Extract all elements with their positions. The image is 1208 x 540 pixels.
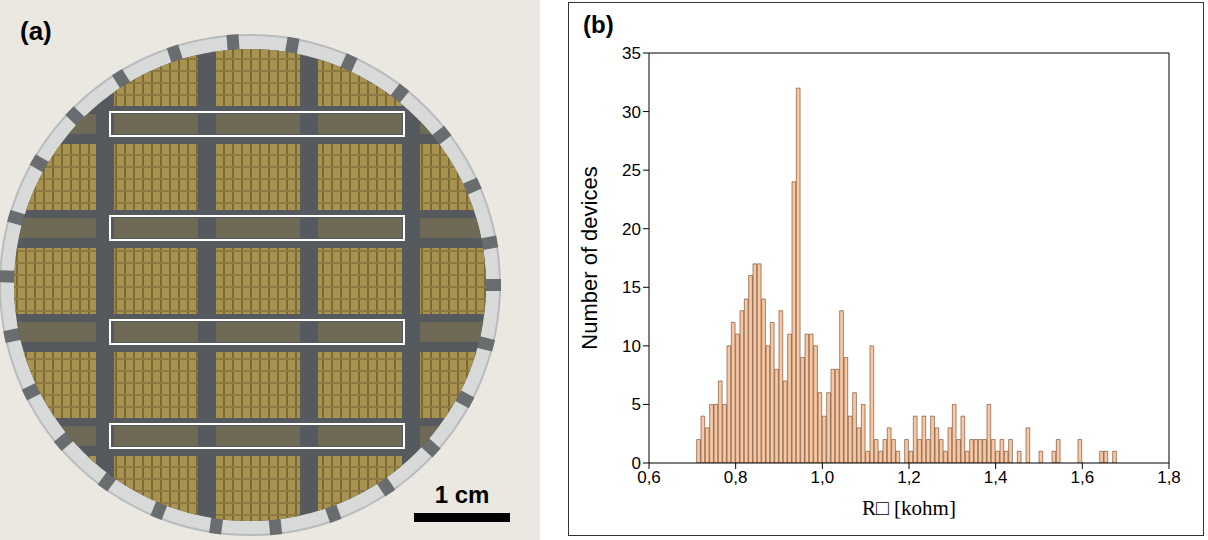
svg-text:1,4: 1,4 (984, 468, 1008, 487)
svg-text:(a): (a) (20, 16, 52, 46)
svg-text:25: 25 (622, 161, 641, 180)
svg-text:30: 30 (622, 103, 641, 122)
svg-text:0: 0 (632, 454, 641, 473)
svg-text:1,6: 1,6 (1071, 468, 1095, 487)
svg-text:5: 5 (632, 395, 641, 414)
svg-text:15: 15 (622, 278, 641, 297)
svg-text:1 cm: 1 cm (435, 481, 490, 508)
svg-text:R□ [kohm]: R□ [kohm] (862, 496, 956, 520)
svg-text:1,2: 1,2 (897, 468, 921, 487)
svg-text:Number of devices: Number of devices (577, 166, 602, 349)
svg-text:10: 10 (622, 337, 641, 356)
svg-text:1,0: 1,0 (811, 468, 835, 487)
svg-text:0,8: 0,8 (724, 468, 748, 487)
svg-text:0,6: 0,6 (637, 468, 661, 488)
svg-text:20: 20 (622, 220, 641, 239)
html-text:(b): (b) (583, 11, 614, 38)
svg-text:1,8: 1,8 (1157, 468, 1181, 487)
svg-text:35: 35 (622, 44, 641, 63)
